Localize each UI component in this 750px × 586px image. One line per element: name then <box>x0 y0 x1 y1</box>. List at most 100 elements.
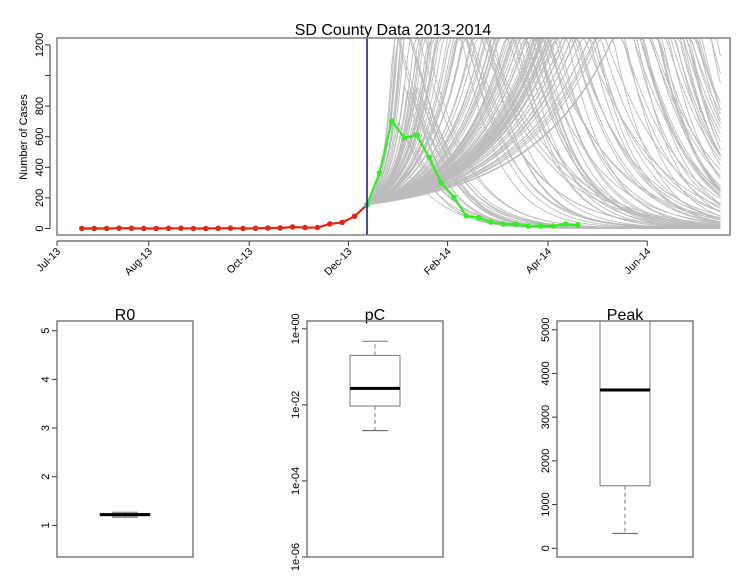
simulation-curve <box>366 38 721 221</box>
y-tick-label: 600 <box>34 128 46 146</box>
simulation-curve <box>366 38 721 229</box>
simulation-curve <box>366 38 721 206</box>
data-point <box>537 223 544 229</box>
data-point <box>178 225 184 232</box>
simulation-curve <box>366 38 721 206</box>
y-tick-label: 0 <box>34 225 46 231</box>
data-point <box>488 219 494 225</box>
data-point <box>190 225 197 232</box>
data-point <box>562 221 569 227</box>
data-point <box>351 213 358 220</box>
simulation-curve <box>366 38 721 206</box>
data-point <box>513 221 519 227</box>
data-point <box>525 223 531 229</box>
y-tick-label: 0 <box>540 545 552 551</box>
boxplot-body <box>599 321 651 534</box>
boxplot-title: Peak <box>607 307 644 324</box>
simulation-curve <box>366 38 721 229</box>
y-axis-label: Number of Cases <box>18 94 30 180</box>
data-point <box>475 214 482 221</box>
data-point <box>500 221 507 227</box>
y-tick-label: 5 <box>40 328 52 334</box>
data-point <box>252 225 259 232</box>
simulation-curve <box>366 38 721 206</box>
y-tick-label: 4000 <box>540 361 552 385</box>
simulation-curve <box>366 38 721 219</box>
iqr-box <box>349 354 401 407</box>
data-point <box>165 225 172 232</box>
simulation-curve <box>366 38 721 219</box>
simulation-curve <box>366 38 721 229</box>
data-point <box>215 225 221 232</box>
x-tick-label: Apr-14 <box>523 246 554 277</box>
x-tick-label: Jul-13 <box>34 246 63 275</box>
data-point <box>451 194 457 200</box>
simulation-curve <box>366 38 721 206</box>
plot-frame <box>556 320 694 558</box>
y-tick-label: 200 <box>34 189 46 207</box>
y-tick-label: 1e-04 <box>290 467 302 495</box>
boxplot-body <box>349 340 401 432</box>
r0-boxplot-panel: R0 1 2 3 4 5 <box>40 307 194 558</box>
y-tick-label: 2 <box>40 474 52 480</box>
data-point <box>314 224 321 231</box>
y-tick-label: 1200 <box>34 33 46 57</box>
y-tick-label: 3 <box>40 425 52 431</box>
simulation-curve <box>366 38 721 228</box>
x-tick-label: Oct-13 <box>225 246 256 277</box>
simulation-curve <box>366 38 721 221</box>
boxplot-body <box>99 511 151 518</box>
data-point <box>240 225 246 232</box>
simulation-curve <box>366 38 721 206</box>
simulation-curve <box>366 38 721 223</box>
y-tick-label: 1e-02 <box>290 391 302 419</box>
data-point <box>327 221 333 227</box>
simulation-curve <box>366 38 721 229</box>
observed-series <box>79 118 581 232</box>
simulation-curve <box>366 38 721 206</box>
data-point <box>116 225 122 231</box>
simulation-curve <box>366 38 721 209</box>
data-point <box>289 224 296 230</box>
data-point <box>302 224 308 231</box>
boxplot-title: R0 <box>115 307 136 324</box>
plot-frame <box>306 320 444 558</box>
data-point <box>376 170 383 176</box>
plot-frame <box>56 37 731 236</box>
simulation-curve <box>366 38 721 217</box>
simulation-trajectories <box>366 38 721 229</box>
data-point <box>128 225 135 232</box>
y-tick-label: 800 <box>34 97 46 115</box>
data-point <box>79 225 85 232</box>
y-tick-label: 1e-06 <box>290 543 302 571</box>
data-point <box>339 219 346 226</box>
chart-title: SD County Data 2013-2014 <box>295 22 492 39</box>
simulation-curve <box>366 38 721 228</box>
data-point <box>550 223 556 229</box>
simulation-curve <box>366 38 721 225</box>
x-axis: Jul-13 Aug-13 Oct-13 Dec-13 Feb-14 Apr-14 Jun-… <box>34 240 653 279</box>
data-point <box>426 154 432 160</box>
simulation-curve <box>366 38 721 206</box>
y-tick-label: 2000 <box>540 449 552 473</box>
simulation-curve <box>366 38 721 227</box>
data-point <box>265 225 271 231</box>
data-point <box>103 225 110 232</box>
series-line-fit <box>81 203 368 230</box>
pc-boxplot-panel: pC 1e+00 1e-02 1e-04 1e-06 <box>290 307 444 571</box>
peak-boxplot-panel: Peak 0 1000 2000 3000 4000 5000 <box>540 307 694 558</box>
simulation-curve <box>366 38 721 217</box>
y-tick-label: 1000 <box>540 492 552 516</box>
y-tick-label: 4 <box>40 376 52 382</box>
simulation-curve <box>366 38 721 206</box>
simulation-curve <box>366 38 721 206</box>
data-point <box>438 180 445 186</box>
data-point <box>463 213 470 219</box>
simulation-curve <box>366 38 721 226</box>
data-point <box>227 225 234 231</box>
data-point <box>575 222 581 228</box>
data-point <box>91 225 97 232</box>
x-tick-label: Feb-14 <box>422 246 454 278</box>
y-tick-label: 400 <box>34 158 46 176</box>
x-tick-label: Dec-13 <box>322 246 355 279</box>
